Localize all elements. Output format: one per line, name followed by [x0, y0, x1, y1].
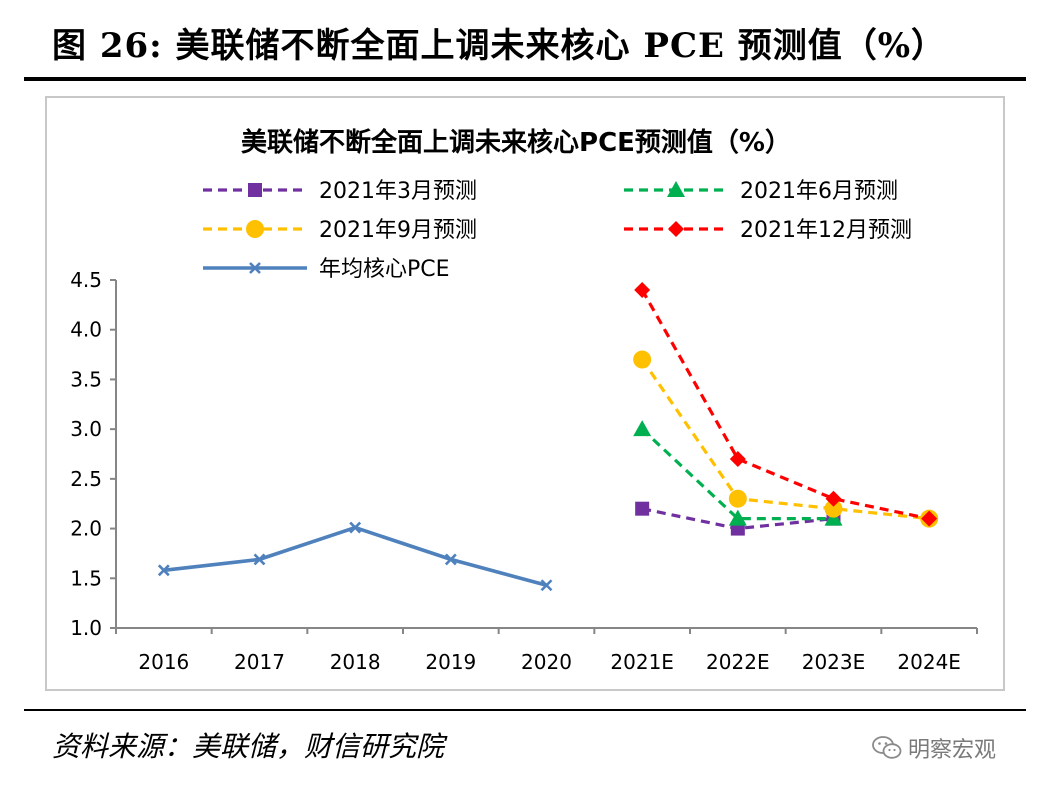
series-line: [640, 289, 930, 521]
series-PCE: [157, 521, 553, 592]
legend-label: 2021年6月预测: [740, 179, 898, 204]
x-tick-label: 2024E: [897, 650, 961, 674]
y-tick-label: 1.0: [70, 616, 102, 640]
y-tick-label: 2.5: [70, 467, 102, 491]
data-point: [635, 501, 650, 516]
y-tick-label: 3.5: [70, 367, 102, 391]
data-point: [824, 499, 843, 518]
x-tick-label: 2020: [521, 650, 572, 674]
legend-label: 2021年9月预测: [319, 218, 477, 243]
figure-title: 图 26: 美联储不断全面上调未来核心 PCE 预测值（%）: [52, 26, 947, 66]
data-point: [349, 521, 362, 534]
data-point: [540, 579, 553, 592]
legend-marker: [667, 181, 685, 197]
series-2021-9: [633, 350, 939, 528]
legend-entry: 2021年9月预测: [203, 218, 477, 243]
chart-title: 美联储不断全面上调未来核心PCE预测值（%）: [241, 127, 791, 158]
legend-marker: [249, 262, 261, 274]
marker-stroke: [157, 564, 170, 577]
source-note: 资料来源：美联储，财信研究院: [52, 730, 445, 763]
series-line: [640, 358, 930, 521]
legend-entry: 2021年12月预测: [624, 218, 912, 243]
axes: 1.0 1.5 2.0 2.5 3.0 3.5 4.0 4.5 2016 2017 2018 2019…: [70, 268, 978, 674]
marker-stroke: [253, 553, 266, 566]
legend-entry: 2021年3月预测: [203, 179, 477, 204]
data-point: [825, 490, 842, 507]
x-tick-label: 2017: [234, 650, 285, 674]
x-tick-label: 2022E: [706, 650, 770, 674]
watermark-text: 明察宏观: [908, 738, 997, 763]
data-point: [921, 510, 938, 527]
legend-marker: [668, 221, 684, 237]
data-point: [728, 509, 747, 526]
x-tick-label: 2023E: [802, 650, 866, 674]
data-point: [634, 281, 651, 298]
legend-entry: 2021年6月预测: [624, 179, 898, 204]
y-tick-label: 1.5: [70, 566, 102, 590]
y-tick-label: 3.0: [70, 417, 102, 441]
data-point: [728, 489, 747, 508]
marker-stroke: [349, 521, 362, 534]
series-layer: [157, 281, 939, 592]
data-point: [633, 350, 652, 369]
data-point: [633, 420, 652, 437]
series-2021-12: [634, 281, 938, 527]
series-line: [163, 525, 547, 587]
data-point: [729, 450, 746, 467]
bottom-rule: [24, 709, 1026, 711]
top-rule: [24, 77, 1026, 81]
y-tick-label: 4.0: [70, 318, 102, 342]
x-tick-label: 2019: [425, 650, 476, 674]
marker-stroke: [540, 579, 553, 592]
marker-stroke: [444, 553, 457, 566]
x-tick-label: 2018: [330, 650, 381, 674]
legend-label: 2021年12月预测: [740, 218, 912, 243]
series-2021-6: [633, 420, 843, 526]
y-tick-label: 2.0: [70, 517, 102, 541]
legend-marker: [248, 183, 262, 197]
legend-label: 2021年3月预测: [319, 179, 477, 204]
legend-entry: 年均核心PCE: [203, 257, 450, 282]
data-point: [444, 553, 457, 566]
marker-stroke: [249, 262, 261, 274]
wechat-icon: [872, 736, 902, 759]
legend: 2021年3月预测 2021年6月预测 2021年9月预测 2021年12月预测年均核…: [203, 179, 912, 282]
legend-label: 年均核心PCE: [319, 257, 450, 282]
data-point: [157, 564, 170, 577]
x-tick-label: 2016: [138, 650, 189, 674]
x-tick-label: 2021E: [610, 650, 674, 674]
y-tick-label: 4.5: [70, 268, 102, 292]
watermark: 明察宏观: [872, 732, 996, 764]
legend-marker: [246, 220, 264, 238]
data-point: [253, 553, 266, 566]
chart-panel: [45, 96, 1005, 691]
